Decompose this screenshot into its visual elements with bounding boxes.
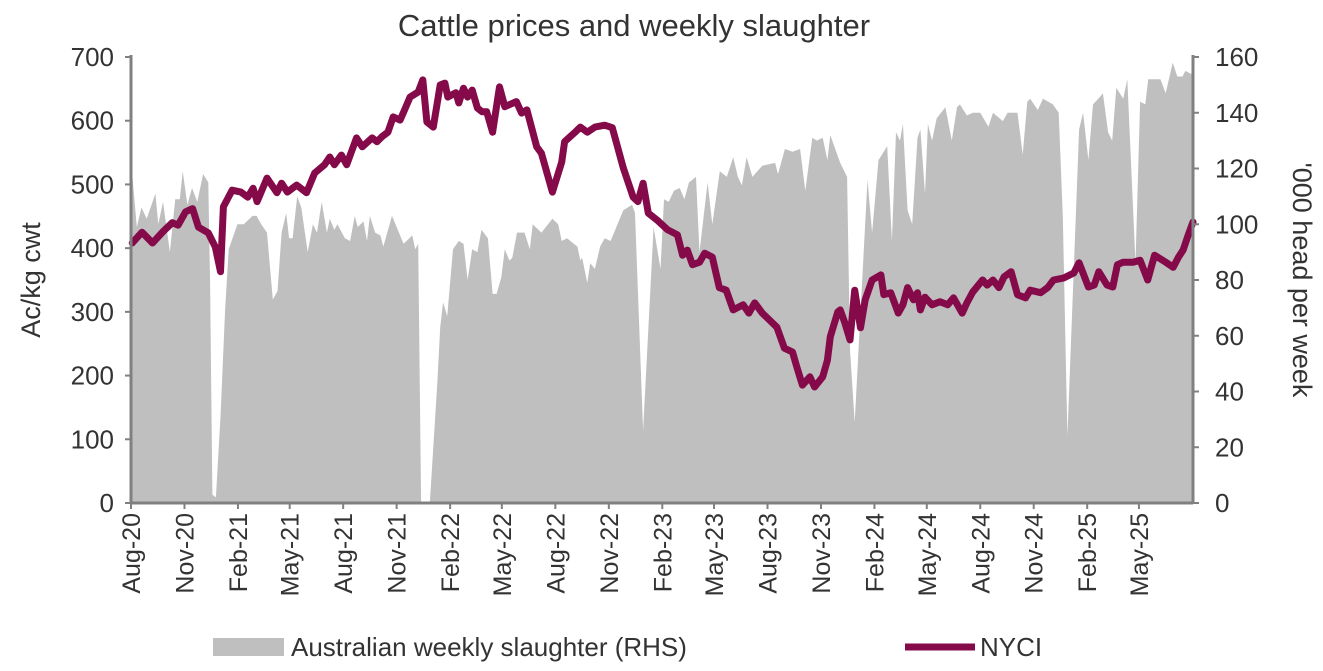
nyci-line bbox=[128, 76, 1197, 391]
right-tick-label: 0 bbox=[1215, 488, 1229, 518]
slaughter-area-layer bbox=[131, 62, 1193, 503]
left-tick-label: 200 bbox=[71, 361, 114, 391]
x-tick-label: Aug-21 bbox=[330, 513, 358, 594]
x-tick-label: May-22 bbox=[489, 513, 517, 596]
x-tick-label: May-25 bbox=[1126, 513, 1154, 596]
x-tick-label: Nov-22 bbox=[596, 513, 624, 594]
right-tick-label: 80 bbox=[1215, 265, 1244, 295]
right-tick-label: 60 bbox=[1215, 321, 1244, 351]
left-tick-label: 500 bbox=[71, 169, 114, 199]
left-axis-label: Ac/kg cwt bbox=[16, 222, 46, 338]
slaughter-area bbox=[131, 62, 1193, 503]
nyci-line-layer bbox=[128, 76, 1197, 391]
x-tick-label: Feb-24 bbox=[861, 513, 889, 592]
left-tick-label: 0 bbox=[100, 488, 114, 518]
x-tick-label: Nov-24 bbox=[1021, 513, 1049, 594]
x-tick-label: Aug-20 bbox=[118, 513, 146, 594]
legend-swatch-slaughter bbox=[213, 638, 284, 656]
x-tick-label: Feb-22 bbox=[437, 513, 465, 592]
x-tick-label: Nov-21 bbox=[384, 513, 412, 594]
right-tick-label: 100 bbox=[1215, 209, 1258, 239]
chart-title: Cattle prices and weekly slaughter bbox=[398, 8, 870, 43]
x-tick-label: Feb-21 bbox=[225, 513, 253, 592]
left-tick-label: 400 bbox=[71, 233, 114, 263]
x-tick-label: Feb-25 bbox=[1074, 513, 1102, 592]
axes: 0 100 200 300 400 500 600 700 0 20 40 60 80 100 120 140… bbox=[71, 42, 1259, 596]
left-tick-label: 100 bbox=[71, 424, 114, 454]
left-tick-label: 600 bbox=[71, 106, 114, 136]
x-tick-label: May-24 bbox=[914, 513, 942, 596]
x-tick-label: Nov-23 bbox=[808, 513, 836, 594]
x-tick-label: May-21 bbox=[277, 513, 305, 596]
right-tick-label: 120 bbox=[1215, 154, 1258, 184]
right-tick-label: 160 bbox=[1215, 42, 1258, 72]
legend: Australian weekly slaughter (RHS) NYCI bbox=[213, 632, 1042, 662]
legend-label-slaughter: Australian weekly slaughter (RHS) bbox=[291, 632, 687, 662]
left-tick-label: 700 bbox=[71, 42, 114, 72]
left-tick-label: 300 bbox=[71, 297, 114, 327]
x-tick-label: Aug-23 bbox=[755, 513, 783, 594]
legend-label-nyci: NYCI bbox=[980, 632, 1042, 662]
right-axis-label: '000 head per week bbox=[1287, 163, 1317, 398]
x-tick-label: Aug-22 bbox=[542, 513, 570, 594]
x-tick-label: Feb-23 bbox=[649, 513, 677, 592]
x-tick-label: Nov-20 bbox=[171, 513, 199, 594]
x-tick-label: May-23 bbox=[701, 513, 729, 596]
x-tick-label: Aug-24 bbox=[967, 513, 995, 594]
right-tick-label: 20 bbox=[1215, 432, 1244, 462]
right-tick-label: 40 bbox=[1215, 377, 1244, 407]
right-tick-label: 140 bbox=[1215, 98, 1258, 128]
